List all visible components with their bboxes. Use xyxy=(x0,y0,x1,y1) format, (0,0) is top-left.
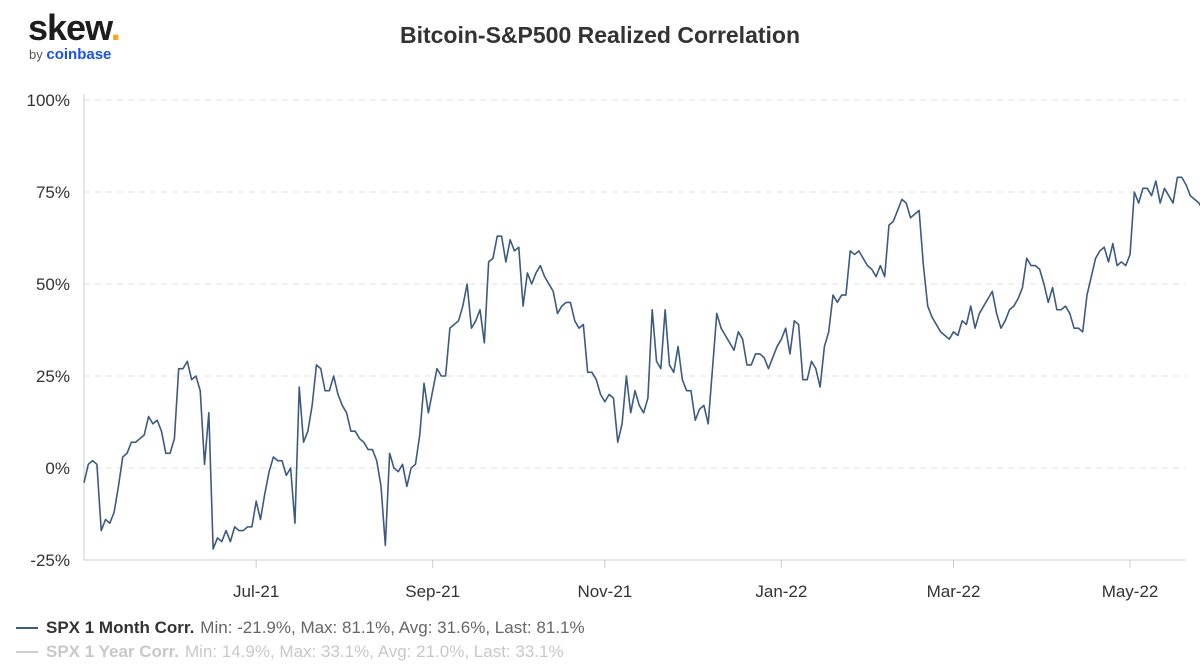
legend-name-year: SPX 1 Year Corr. xyxy=(46,642,179,661)
series-layer xyxy=(83,176,1200,550)
legend-stats-month: Min: -21.9%, Max: 81.1%, Avg: 31.6%, Las… xyxy=(200,618,585,637)
legend-swatch-year xyxy=(16,651,38,653)
chart-title: Bitcoin-S&P500 Realized Correlation xyxy=(399,22,801,48)
series-line-month-corr xyxy=(83,176,1200,550)
legend-stats-year: Min: 14.9%, Max: 33.1%, Avg: 21.0%, Last… xyxy=(184,642,564,661)
y-tick-label: 100% xyxy=(27,91,70,110)
x-tick-label: Nov-21 xyxy=(577,582,632,601)
x-tick-label: Jul-21 xyxy=(233,582,279,601)
legend-item-year-corr[interactable]: SPX 1 Year Corr. Min: 14.9%, Max: 33.1%,… xyxy=(16,642,564,662)
x-tick-label: May-22 xyxy=(1102,582,1159,601)
y-tick-label: 25% xyxy=(36,367,70,386)
logo-wordmark: skew. xyxy=(28,7,121,48)
y-tick-label: 0% xyxy=(45,459,70,478)
line-chart: 100% 75% 50% 25% 0% -25% Jul-21 Sep-21 Nov-21 Jan… xyxy=(27,91,1200,601)
legend-item-month-corr[interactable]: SPX 1 Month Corr. Min: -21.9%, Max: 81.1… xyxy=(16,618,585,638)
logo-brand: coinbase xyxy=(46,46,112,63)
logo-dot: . xyxy=(110,7,121,48)
legend-swatch-month xyxy=(16,627,38,629)
logo-byline: by coinbase xyxy=(29,46,120,63)
x-tick-label: Mar-22 xyxy=(927,582,981,601)
y-tick-label: -25% xyxy=(30,551,70,570)
y-tick-label: 50% xyxy=(36,275,70,294)
y-tick-label: 75% xyxy=(36,183,70,202)
grid-layer xyxy=(84,99,1186,469)
logo-by: by xyxy=(29,47,43,62)
legend-name-month: SPX 1 Month Corr. xyxy=(46,618,195,637)
logo-word: skew xyxy=(28,7,112,48)
skew-logo: skew. by coinbase xyxy=(28,7,121,64)
axis-layer: 100% 75% 50% 25% 0% -25% Jul-21 Sep-21 Nov-21 Jan… xyxy=(27,91,1186,601)
x-tick-label: Jan-22 xyxy=(755,582,807,601)
x-tick-label: Sep-21 xyxy=(405,582,460,601)
